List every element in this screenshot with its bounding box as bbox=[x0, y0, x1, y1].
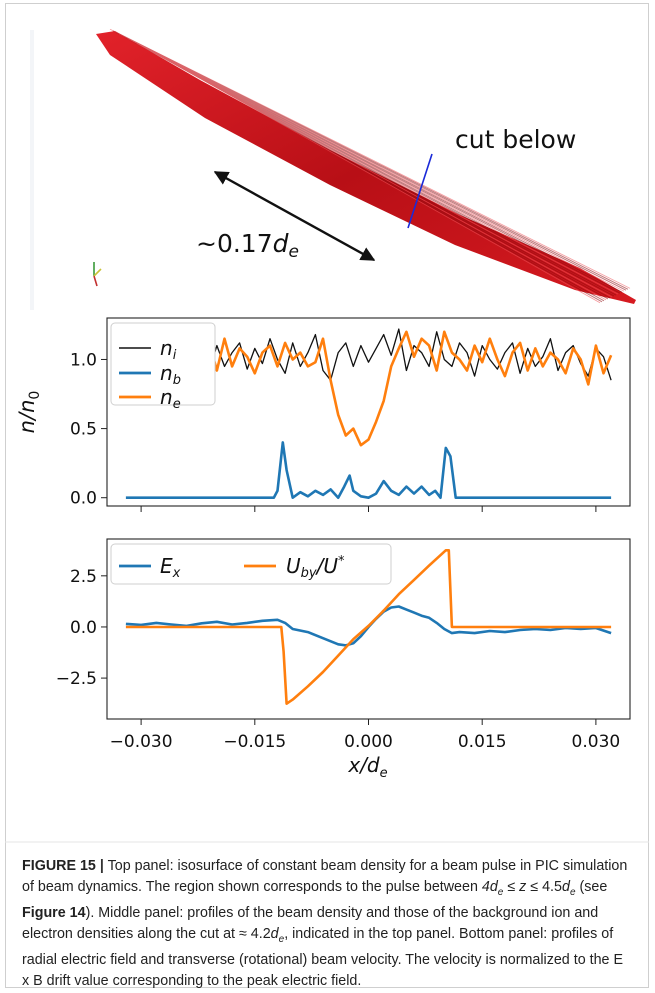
figure-frame bbox=[5, 3, 649, 988]
beam-streak bbox=[154, 52, 601, 304]
caption-segment: (see bbox=[575, 879, 608, 895]
beam-streak bbox=[109, 28, 631, 289]
field-xtick-label: 0.015 bbox=[458, 732, 507, 752]
beam-streak bbox=[118, 33, 625, 292]
series-line-n-b bbox=[125, 441, 612, 500]
cut-line bbox=[407, 153, 433, 229]
caption-segment: e bbox=[497, 886, 504, 898]
caption-segment: ≤ 4.5 bbox=[526, 879, 562, 895]
caption-segment: e bbox=[278, 933, 285, 945]
caption-segment: d bbox=[561, 879, 570, 895]
beam-streak bbox=[136, 43, 613, 298]
beam-streak bbox=[127, 38, 619, 295]
cut-annotation: cut below bbox=[455, 125, 576, 154]
density-ytick-label: 0.0 bbox=[70, 489, 97, 509]
field-ytick-label: 2.5 bbox=[70, 567, 97, 587]
caption-segment: ). Middle panel: profiles of the beam de… bbox=[22, 904, 599, 942]
caption-separator: | bbox=[99, 858, 104, 874]
caption-segment: d bbox=[270, 925, 279, 942]
figure-caption: FIGURE 15 | Top panel: isosurface of con… bbox=[22, 856, 634, 992]
caption-segment: ≤ bbox=[503, 879, 520, 895]
caption-segment: Top panel: isosurface of constant beam d… bbox=[22, 858, 628, 895]
caption-segment: , indicated in the top panel. Bottom pan… bbox=[22, 925, 624, 989]
density-legend: ni nb ne bbox=[110, 322, 216, 412]
top-panel: cut below ~0.17de bbox=[30, 28, 636, 310]
caption-segment: e bbox=[569, 886, 576, 898]
render-edge bbox=[30, 30, 34, 310]
field-xtick-label: −0.030 bbox=[110, 732, 173, 752]
density-ytick-label: 1.0 bbox=[70, 350, 97, 370]
caption-segment: z bbox=[519, 879, 527, 895]
series-line-u-by-u- bbox=[125, 548, 612, 706]
length-annotation: ~0.17de bbox=[196, 229, 299, 262]
field-xtick-label: 0.000 bbox=[344, 732, 393, 752]
field-ytick-label: −2.5 bbox=[56, 669, 97, 689]
field-xtick-label: −0.015 bbox=[223, 732, 286, 752]
caption-text: Top panel: isosurface of constant beam d… bbox=[22, 858, 627, 989]
field-xtick-label: 0.030 bbox=[572, 732, 621, 752]
caption-segment[interactable]: Figure 14 bbox=[22, 904, 86, 921]
field-ytick-label: 0.0 bbox=[70, 618, 97, 638]
field-xlabel: x/de bbox=[347, 753, 387, 781]
beam-isosurface bbox=[96, 28, 636, 304]
density-ytick-label: 0.5 bbox=[70, 420, 97, 440]
legend-ni: ni bbox=[160, 336, 177, 363]
field-panel: −0.030 −0.015 0.000 0.015 0.030 −2.5 0.0 2.5 x/… bbox=[56, 538, 631, 781]
length-arrow bbox=[213, 170, 376, 262]
field-legend: Ex Uby/U* bbox=[110, 543, 392, 585]
axes-triad-icon bbox=[93, 262, 102, 287]
beam-streak bbox=[145, 48, 607, 301]
density-panel: 0.0 0.5 1.0 n/n0 ni nb ne bbox=[15, 317, 631, 512]
density-ylabel: n/n0 bbox=[15, 391, 43, 434]
caption-label: FIGURE 15 bbox=[22, 858, 96, 874]
series-line-n-i bbox=[208, 328, 612, 381]
caption-segment: 4d bbox=[481, 879, 498, 895]
